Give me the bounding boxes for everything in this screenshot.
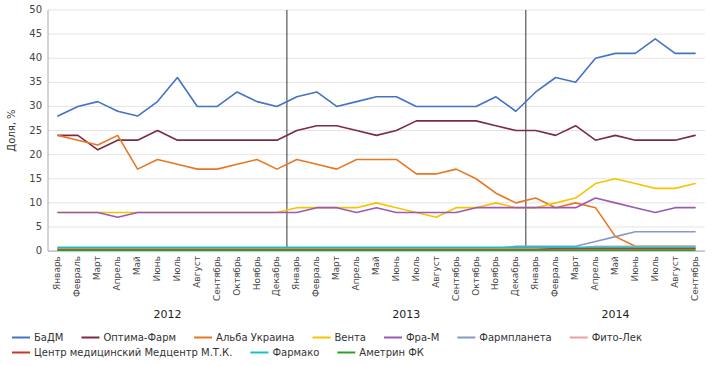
y-axis-label: Доля, %: [6, 109, 17, 151]
legend-swatch: [384, 337, 402, 339]
x-tick-label: Июль: [411, 256, 421, 281]
legend: БаДМ Оптима-Фарм Альба Украина Вента Фра-М Фа…: [12, 332, 642, 358]
grid-line: [48, 82, 705, 83]
y-axis-line: [48, 10, 49, 251]
year-label: 2014: [601, 308, 629, 321]
grid-line: [48, 251, 705, 252]
grid-line: [48, 130, 705, 131]
x-tick-label: Март: [92, 256, 102, 280]
y-tick-label: 10: [29, 197, 42, 208]
legend-swatch: [337, 352, 355, 354]
grid-line: [48, 154, 705, 155]
x-tick-label: Ноябрь: [252, 256, 262, 290]
x-tick-label: Февраль: [550, 256, 560, 297]
x-tick-label: Май: [371, 256, 381, 275]
series-line: [58, 246, 695, 248]
x-tick-labels: Январь Февраль Март Апрель Май Июнь Июль Август…: [52, 256, 699, 301]
series-line: [58, 249, 695, 251]
y-tick-label: 20: [29, 149, 42, 160]
legend-swatch: [194, 337, 212, 339]
x-tick-label: Сентябрь: [690, 256, 700, 301]
legend-label: Фармако: [272, 347, 319, 358]
series-line: [58, 135, 695, 246]
x-tick-label: Март: [331, 256, 341, 280]
x-tick-label: Июнь: [152, 256, 162, 282]
series-lines: [58, 39, 695, 250]
legend-label: Альба Украина: [216, 332, 294, 343]
x-tick-label: Сентябрь: [212, 256, 222, 301]
x-axis-line: [48, 251, 705, 252]
x-tick-label: Июнь: [391, 256, 401, 282]
x-tick-label: Октябрь: [232, 256, 242, 296]
y-grid: [48, 10, 705, 251]
legend-swatch: [312, 337, 330, 339]
legend-swatch: [250, 352, 268, 354]
y-tick-label: 5: [36, 221, 42, 232]
year-divider: [286, 10, 287, 251]
y-tick-label: 50: [29, 4, 42, 15]
series-line: [58, 232, 695, 249]
legend-label: Фра-М: [406, 332, 439, 343]
y-tick-labels: 0 5 10 15 20 25 30 35 40 45 50: [29, 4, 42, 256]
x-tick-label: Май: [610, 256, 620, 275]
legend-swatch: [81, 337, 99, 339]
y-tick-label: 35: [29, 76, 42, 87]
y-tick-label: 15: [29, 173, 42, 184]
x-tick-label: Август: [192, 256, 202, 288]
legend-label: Оптима-Фарм: [103, 332, 176, 343]
x-tick-label: Февраль: [311, 256, 321, 297]
year-dividers: [287, 10, 526, 251]
legend-swatch: [570, 337, 588, 339]
legend-label: Фармпланета: [479, 332, 551, 343]
legend-swatch: [457, 337, 475, 339]
series-line: [58, 179, 695, 218]
x-tick-label: Январь: [291, 256, 301, 290]
grid-line: [48, 178, 705, 179]
x-tick-label: Июль: [172, 256, 182, 281]
x-tick-label: Июнь: [630, 256, 640, 282]
series-line: [58, 246, 695, 248]
legend-label: Аметрин ФК: [359, 347, 424, 358]
x-tick-label: Август: [431, 256, 441, 288]
x-tick-label: Апрель: [590, 256, 600, 290]
x-tick-label: Сентябрь: [451, 256, 461, 301]
x-tick-label: Январь: [52, 256, 62, 290]
legend-label: Фито-Лек: [592, 332, 642, 343]
legend-label: БаДМ: [34, 332, 63, 343]
chart: 0 5 10 15 20 25 30 35 40 45 50 Доля, % Январь Февраль…: [0, 0, 715, 366]
x-tick-label: Декабрь: [271, 256, 281, 296]
grid-line: [48, 34, 705, 35]
series-line: [58, 198, 695, 217]
y-tick-label: 25: [29, 125, 42, 136]
legend-swatch: [12, 337, 30, 339]
x-tick-label: Ноябрь: [490, 256, 500, 290]
series-line: [58, 121, 695, 150]
y-tick-label: 30: [29, 100, 42, 111]
series-line: [58, 39, 695, 116]
grid-line: [48, 226, 705, 227]
x-tick-label: Декабрь: [510, 256, 520, 296]
x-tick-label: Февраль: [72, 256, 82, 297]
x-tick-label: Апрель: [351, 256, 361, 290]
x-tick-label: Январь: [530, 256, 540, 290]
x-tick-label: Август: [670, 256, 680, 288]
y-tick-label: 0: [36, 245, 42, 256]
x-tick-label: Май: [132, 256, 142, 275]
grid-line: [48, 58, 705, 59]
y-tick-label: 45: [29, 28, 42, 39]
legend-label: Вента: [334, 332, 366, 343]
legend-swatch: [12, 352, 30, 354]
year-labels: 2012 2013 2014: [153, 308, 629, 321]
year-label: 2012: [153, 308, 181, 321]
x-tick-label: Март: [570, 256, 580, 280]
y-tick-label: 40: [29, 52, 42, 63]
legend-label: Центр медицинский Медцентр М.Т.К.: [34, 347, 232, 358]
year-label: 2013: [392, 308, 420, 321]
grid-line: [48, 106, 705, 107]
x-tick-label: Июль: [650, 256, 660, 281]
series-line: [58, 248, 695, 251]
x-tick-label: Октябрь: [471, 256, 481, 296]
grid-line: [48, 10, 705, 11]
x-tick-label: Апрель: [112, 256, 122, 290]
